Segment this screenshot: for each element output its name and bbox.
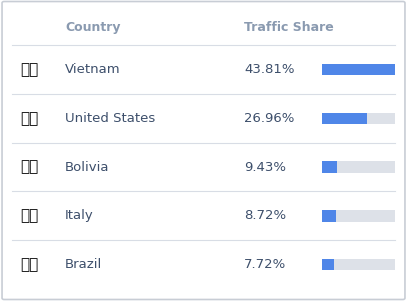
Text: Bolivia: Bolivia [65, 160, 109, 174]
Bar [322, 64, 395, 75]
Text: 9.43%: 9.43% [244, 160, 286, 174]
Text: 7.72%: 7.72% [244, 258, 287, 271]
Text: 🇮🇹: 🇮🇹 [20, 208, 39, 223]
Bar [322, 64, 395, 75]
Text: 43.81%: 43.81% [244, 63, 295, 76]
Text: 🇧🇴: 🇧🇴 [20, 160, 39, 175]
Text: United States: United States [65, 112, 155, 125]
Text: 🇻🇳: 🇻🇳 [20, 62, 39, 77]
Bar [322, 210, 395, 222]
Bar [322, 161, 337, 173]
Bar [322, 210, 336, 222]
Text: 26.96%: 26.96% [244, 112, 295, 125]
Bar [322, 259, 335, 270]
Bar [322, 161, 395, 173]
Bar [322, 113, 367, 124]
Text: 8.72%: 8.72% [244, 209, 287, 222]
Text: Country: Country [65, 20, 120, 34]
Text: Vietnam: Vietnam [65, 63, 121, 76]
Text: 🇺🇸: 🇺🇸 [20, 111, 39, 126]
Bar [322, 259, 395, 270]
Text: Traffic Share: Traffic Share [244, 20, 334, 34]
FancyBboxPatch shape [2, 2, 405, 299]
Text: Italy: Italy [65, 209, 94, 222]
Bar [322, 113, 395, 124]
Text: Brazil: Brazil [65, 258, 103, 271]
Text: 🇧🇷: 🇧🇷 [20, 257, 39, 272]
